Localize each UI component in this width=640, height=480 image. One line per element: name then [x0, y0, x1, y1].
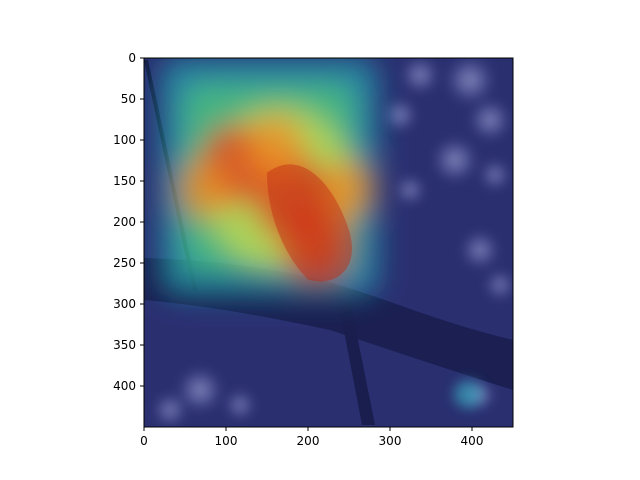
x-tick-label: 400	[461, 434, 484, 448]
y-tick-label: 200	[113, 215, 136, 229]
heat-hotspot	[282, 207, 351, 286]
y-tick-label: 0	[128, 51, 136, 65]
heat-corner-spot	[453, 380, 482, 409]
y-tick-label: 50	[121, 92, 136, 106]
heat-hotspot	[322, 158, 376, 220]
plot-area	[144, 58, 513, 427]
x-tick-label: 300	[379, 434, 402, 448]
heat-hotspot	[245, 114, 305, 182]
bird-tail	[340, 300, 375, 425]
plot-frame	[143, 57, 514, 428]
bird-body	[267, 164, 352, 282]
y-tick-label: 400	[113, 379, 136, 393]
y-tick-label: 100	[113, 133, 136, 147]
x-tick-label: 100	[215, 434, 238, 448]
y-tick-label: 150	[113, 174, 136, 188]
y-axis: 0 50 100 150 200 250 300 350 400	[113, 51, 144, 393]
y-tick-label: 350	[113, 338, 136, 352]
x-tick-label: 200	[297, 434, 320, 448]
x-tick-label: 0	[140, 434, 148, 448]
bokeh-lights	[154, 58, 513, 426]
x-axis: 0 100 200 300 400	[140, 427, 483, 448]
heatmap-layers	[160, 58, 378, 296]
y-tick-label: 250	[113, 256, 136, 270]
heat-hotspot	[174, 158, 229, 220]
heatmap-overlay	[160, 58, 482, 409]
y-tick-label: 300	[113, 297, 136, 311]
